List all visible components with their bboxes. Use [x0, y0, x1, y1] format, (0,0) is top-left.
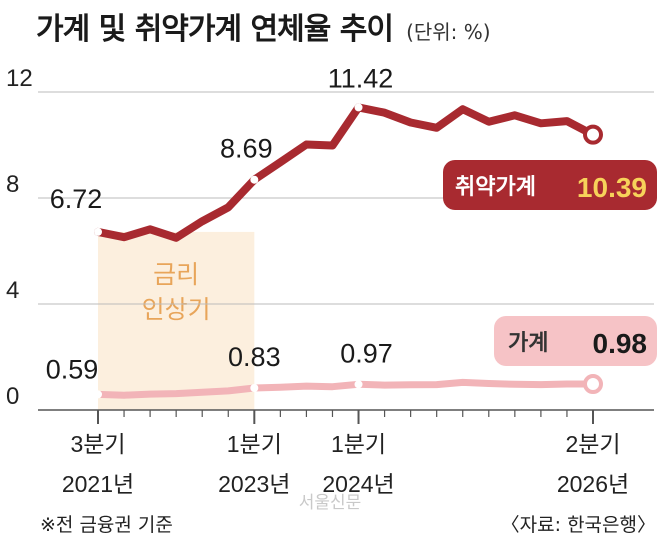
- series-line-household: [94, 378, 597, 399]
- x-tick-label-year: 2021년: [62, 471, 134, 497]
- y-tick-label: 12: [6, 65, 33, 92]
- data-point-marker: [354, 380, 363, 389]
- y-tick-label: 0: [6, 383, 19, 410]
- data-label-household: 0.59: [46, 354, 99, 384]
- x-tick-label-quarter: 2분기: [565, 431, 620, 457]
- chart-title: 가계 및 취약가계 연체율 추이: [36, 12, 394, 47]
- badge-vulnerable-label: 취약가계: [455, 175, 536, 200]
- x-tick-label-quarter: 1분기: [227, 431, 282, 457]
- unit-label: (단위: %): [406, 20, 491, 44]
- x-tick-label-quarter: 1분기: [331, 431, 386, 457]
- series-line-vulnerable: [94, 103, 597, 242]
- data-label-household: 0.83: [228, 342, 281, 372]
- band-label-line1: 금리: [153, 260, 199, 289]
- watermark: 서울신문: [299, 493, 362, 513]
- data-point-marker: [250, 384, 259, 393]
- y-tick-label: 4: [6, 277, 19, 304]
- badge-household-value: 0.98: [593, 328, 648, 359]
- x-tick-label-year: 2024년: [322, 471, 394, 497]
- rate-hike-band: [98, 231, 255, 410]
- badge-vulnerable: [443, 160, 657, 210]
- badge-household: [494, 316, 657, 366]
- data-label-household: 0.97: [340, 338, 393, 368]
- data-point-marker: [250, 175, 259, 184]
- end-point-marker: [583, 124, 603, 145]
- data-label-vulnerable: 8.69: [220, 134, 273, 164]
- badge-household-label: 가계: [508, 331, 548, 356]
- y-tick-label: 8: [6, 171, 19, 198]
- footnote: ※전 금융권 기준: [40, 514, 173, 536]
- x-tick-label-quarter: 3분기: [70, 431, 125, 457]
- data-label-vulnerable: 11.42: [328, 63, 394, 93]
- data-point-marker: [94, 227, 102, 236]
- x-tick-label-year: 2023년: [218, 471, 290, 497]
- title-row: 가계 및 취약가계 연체율 추이 (단위: %): [36, 4, 491, 48]
- band-label-line2: 인상기: [142, 295, 211, 324]
- end-point-marker: [583, 374, 603, 395]
- badge-vulnerable-value: 10.39: [577, 172, 647, 203]
- data-point-marker: [94, 390, 102, 399]
- source-label: 〈자료: 한국은행〉: [501, 514, 656, 536]
- data-label-vulnerable: 6.72: [50, 184, 103, 214]
- x-tick-label-year: 2026년: [557, 471, 629, 497]
- data-point-marker: [354, 103, 363, 112]
